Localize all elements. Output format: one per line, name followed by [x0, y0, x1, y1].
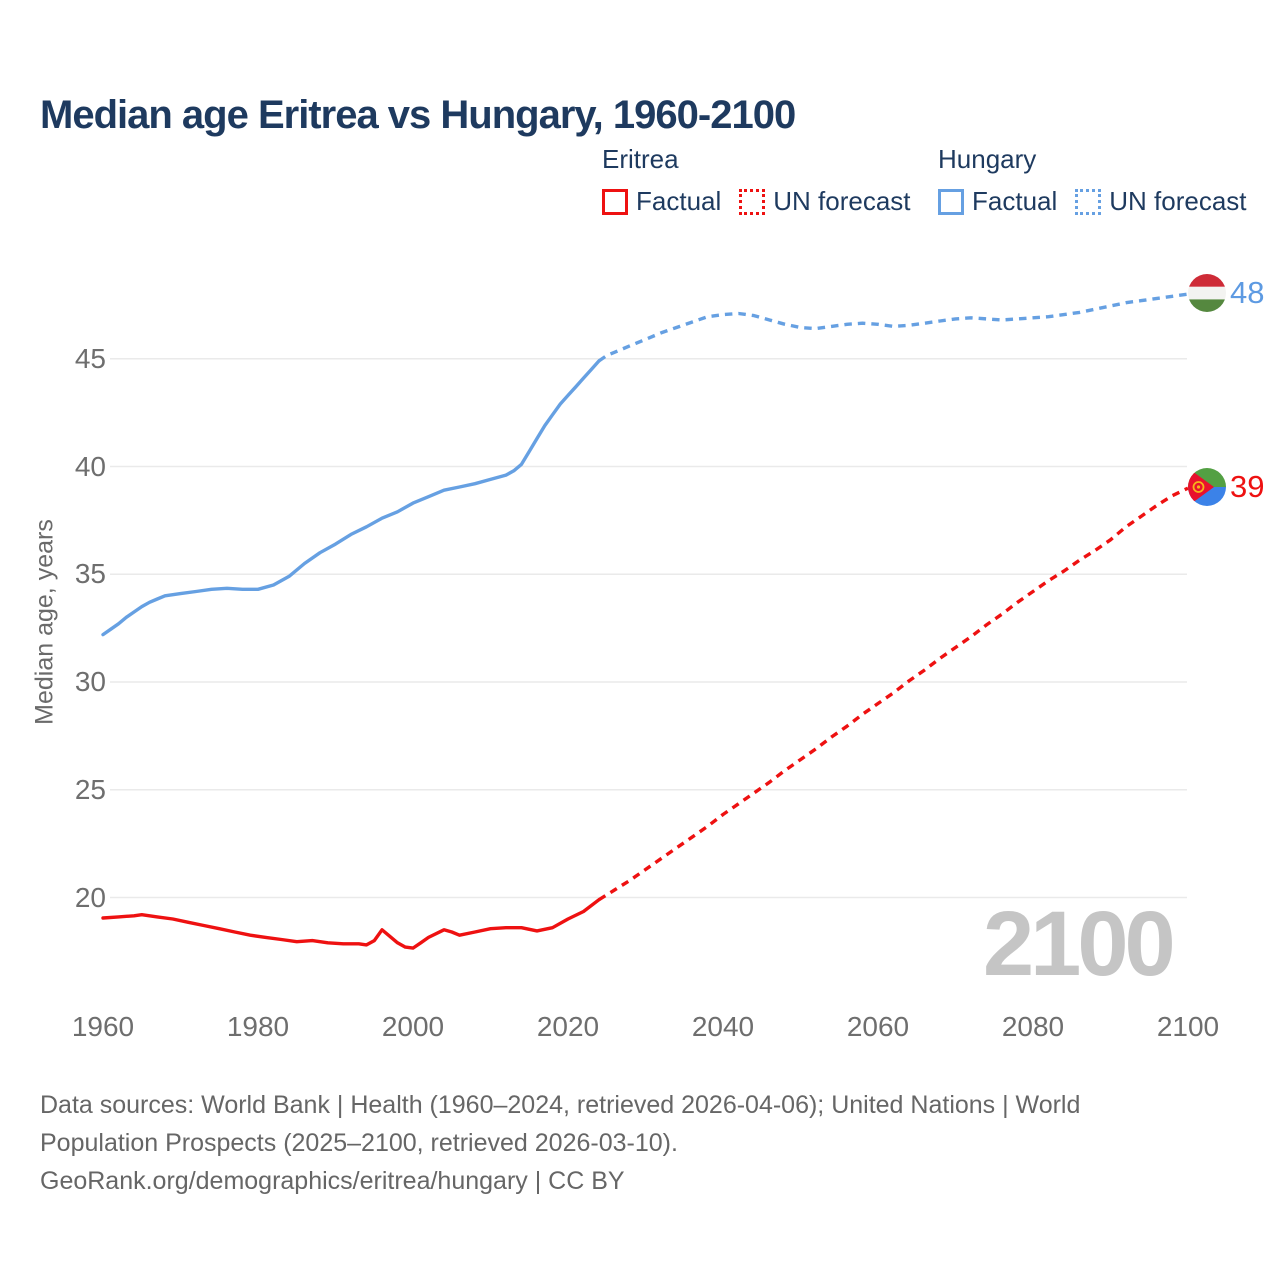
x-tick-1960: 1960: [71, 1011, 135, 1042]
y-tick-20: 20: [74, 881, 106, 913]
x-tick-2060: 2060: [846, 1011, 910, 1042]
y-tick-30: 30: [74, 666, 106, 697]
y-tick-45: 45: [74, 342, 106, 374]
x-tick-2100: 2100: [1156, 1011, 1220, 1042]
hungary-flag-icon: [1188, 274, 1226, 312]
hungary-forecast-label: UN forecast: [1109, 186, 1247, 216]
chart-title: Median age Eritrea vs Hungary, 1960-2100: [40, 92, 796, 137]
legend-group-eritrea: Eritrea Factual UN forecast: [602, 144, 911, 217]
eritrea-end-value: 39: [1230, 469, 1265, 504]
data-sources-line-3: GeoRank.org/demographics/eritrea/hungary…: [40, 1167, 625, 1195]
hungary-factual-label: Factual: [972, 186, 1058, 216]
eritrea-factual-label: Factual: [636, 186, 722, 216]
y-tick-25: 25: [74, 773, 106, 805]
line-chart-plot: [101, 292, 1189, 950]
y-axis-title: Median age, years: [30, 519, 59, 725]
hungary-forecast-swatch-icon: [1075, 188, 1102, 215]
x-tick-2020: 2020: [536, 1011, 600, 1042]
eritrea-forecast-swatch-icon: [739, 188, 766, 215]
legend-header-hungary: Hungary: [938, 144, 1037, 174]
data-sources-line-1: Data sources: World Bank | Health (1960–…: [40, 1091, 1081, 1119]
y-tick-35: 35: [74, 558, 106, 590]
data-sources-line-2: Population Prospects (2025–2100, retriev…: [40, 1129, 678, 1157]
watermark-year: 2100: [983, 893, 1176, 995]
x-tick-2040: 2040: [691, 1011, 755, 1042]
x-tick-1980: 1980: [226, 1011, 290, 1042]
x-tick-2080: 2080: [1001, 1011, 1065, 1042]
eritrea-forecast-label: UN forecast: [773, 186, 911, 216]
legend-group-hungary: Hungary Factual UN forecast: [938, 144, 1247, 217]
legend-header-eritrea: Eritrea: [602, 144, 679, 174]
eritrea-flag-icon: [1188, 468, 1226, 506]
hungary-end-value: 48: [1230, 275, 1265, 310]
y-tick-40: 40: [74, 450, 106, 482]
hungary-factual-swatch-icon: [938, 188, 964, 215]
data-sources-note: Data sources: World Bank | Health (1960–…: [40, 1086, 1080, 1200]
eritrea-factual-swatch-icon: [602, 188, 628, 215]
x-tick-2000: 2000: [381, 1011, 445, 1042]
